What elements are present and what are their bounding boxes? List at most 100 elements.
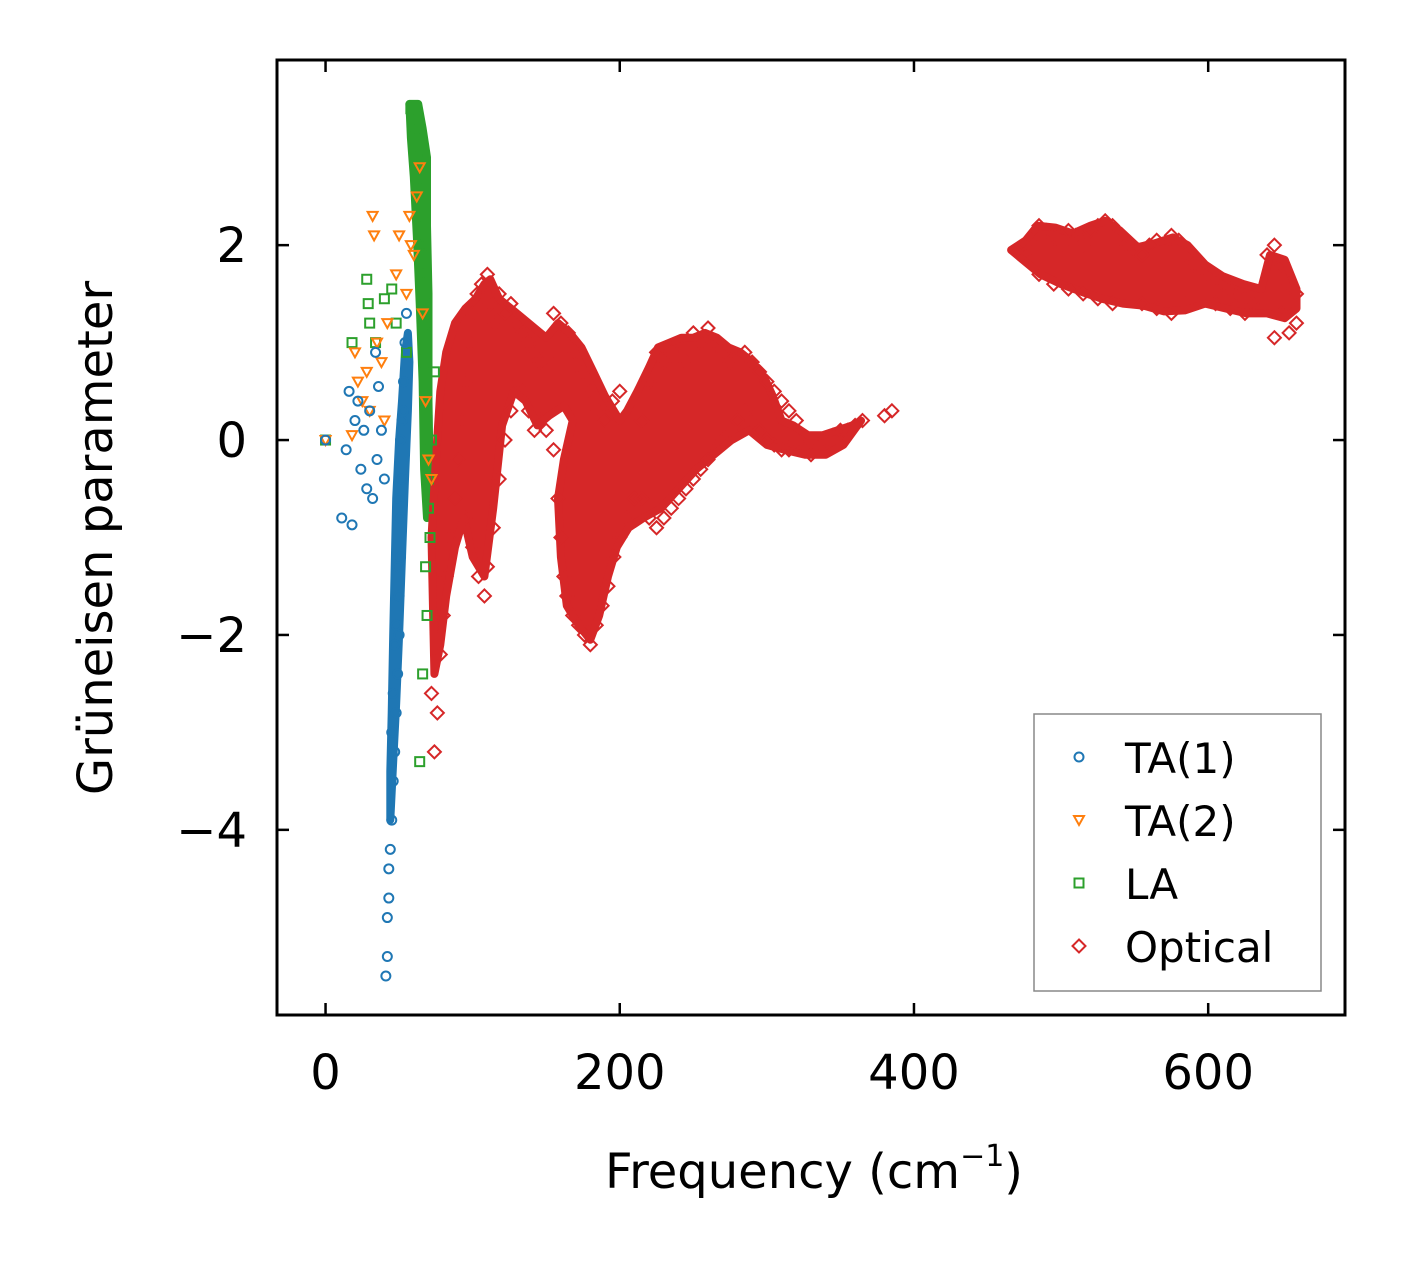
point-optical-107 <box>678 354 694 371</box>
point-optical-120 <box>773 393 790 409</box>
point-la-15 <box>415 239 427 251</box>
point-ta-1-18 <box>381 951 393 963</box>
point-optical-48 <box>520 402 537 419</box>
point-optical-72 <box>663 500 680 517</box>
point-optical-117 <box>751 363 768 380</box>
point-optical-112 <box>714 344 731 361</box>
point-optical-127 <box>1038 222 1055 239</box>
point-ta-2-12 <box>380 318 395 331</box>
point-la-8 <box>390 317 402 329</box>
point-optical-125 <box>1023 232 1040 249</box>
point-optical-156 <box>1251 300 1268 317</box>
point-optical-109 <box>692 334 709 351</box>
point-optical-43 <box>491 471 508 487</box>
point-optical-65 <box>611 529 628 546</box>
point-ta-1-15 <box>375 424 387 436</box>
point-optical-171 <box>1163 305 1180 322</box>
series-optical <box>423 212 1305 760</box>
x-tick-label-0: 0 <box>310 1045 341 1101</box>
point-optical-106 <box>670 334 687 351</box>
point-ta-2-16 <box>402 210 417 223</box>
point-ta-2-20 <box>412 162 427 175</box>
point-ta-1-35 <box>399 337 411 349</box>
y-tick-label-1: 0 <box>216 413 247 469</box>
point-optical-77 <box>700 451 716 468</box>
point-optical-128 <box>1045 227 1062 244</box>
legend-marker-la <box>1073 877 1085 889</box>
point-optical-40 <box>476 588 493 604</box>
point-optical-124 <box>1016 246 1033 263</box>
point-la-17 <box>418 298 430 310</box>
point-ta-1-40 <box>395 434 407 446</box>
point-la-18 <box>418 327 430 339</box>
point-ta-2-8 <box>367 230 381 243</box>
point-optical-36 <box>611 383 628 400</box>
point-ta-2-17 <box>404 240 418 253</box>
point-optical-89 <box>788 432 805 448</box>
point-optical-105 <box>663 344 680 361</box>
point-optical-31 <box>575 363 591 380</box>
point-ta-1-31 <box>395 512 407 524</box>
point-la-29 <box>414 756 426 768</box>
point-optical-52 <box>545 441 562 458</box>
point-optical-144 <box>1163 227 1180 244</box>
point-optical-135 <box>1097 212 1114 229</box>
legend-label-ta2: TA(2) <box>1124 797 1236 846</box>
point-optical-91 <box>803 446 819 463</box>
point-optical-116 <box>744 354 761 371</box>
point-la-31 <box>428 366 440 378</box>
point-optical-152 <box>1222 281 1239 297</box>
point-optical-2 <box>429 704 446 721</box>
point-optical-19 <box>497 305 513 322</box>
point-optical-157 <box>1259 246 1275 263</box>
point-la-24 <box>423 502 435 514</box>
legend-label-optical: Optical <box>1125 923 1273 972</box>
point-optical-18 <box>491 285 508 302</box>
point-optical-75 <box>685 471 702 487</box>
point-ta-1-1 <box>336 512 348 524</box>
point-optical-71 <box>655 510 672 526</box>
point-optical-53 <box>550 490 566 507</box>
point-ta-1-29 <box>393 590 405 602</box>
point-ta-1-26 <box>390 707 402 719</box>
point-optical-70 <box>648 519 665 536</box>
point-optical-63 <box>600 578 616 595</box>
density-fill-layer <box>386 99 1301 825</box>
point-optical-178 <box>1281 324 1298 341</box>
point-optical-130 <box>1060 222 1077 239</box>
point-ta-1-39 <box>393 493 405 505</box>
point-optical-78 <box>707 441 724 458</box>
point-ta-1-44 <box>386 726 398 738</box>
legend-marker-ta-1 <box>1073 751 1085 763</box>
point-la-7 <box>386 283 398 295</box>
point-ta-2-19 <box>410 191 424 204</box>
point-optical-170 <box>1148 300 1165 317</box>
point-optical-10 <box>457 373 474 390</box>
point-optical-16 <box>482 295 499 312</box>
point-optical-38 <box>464 539 481 556</box>
point-ta-1-24 <box>387 775 399 787</box>
point-optical-59 <box>576 627 593 643</box>
point-optical-44 <box>497 432 513 448</box>
point-optical-51 <box>538 422 555 439</box>
point-optical-21 <box>508 315 525 332</box>
point-la-20 <box>420 385 432 397</box>
point-optical-111 <box>707 334 724 351</box>
point-optical-55 <box>555 568 572 585</box>
point-ta-1-41 <box>398 405 410 417</box>
point-optical-138 <box>1119 237 1136 254</box>
point-ta-1-32 <box>396 473 408 485</box>
point-optical-81 <box>729 412 746 429</box>
point-optical-66 <box>619 510 636 526</box>
point-la-26 <box>420 561 432 573</box>
point-optical-162 <box>1031 266 1047 283</box>
point-ta-1-38 <box>392 561 404 573</box>
point-ta-1-25 <box>389 746 401 758</box>
point-la-21 <box>421 415 433 427</box>
point-optical-174 <box>1207 295 1224 312</box>
point-ta-2-11 <box>377 415 392 428</box>
point-ta-1-30 <box>395 551 407 563</box>
point-optical-49 <box>526 422 543 439</box>
point-la-9 <box>400 346 412 358</box>
point-ta-1-34 <box>398 376 410 388</box>
